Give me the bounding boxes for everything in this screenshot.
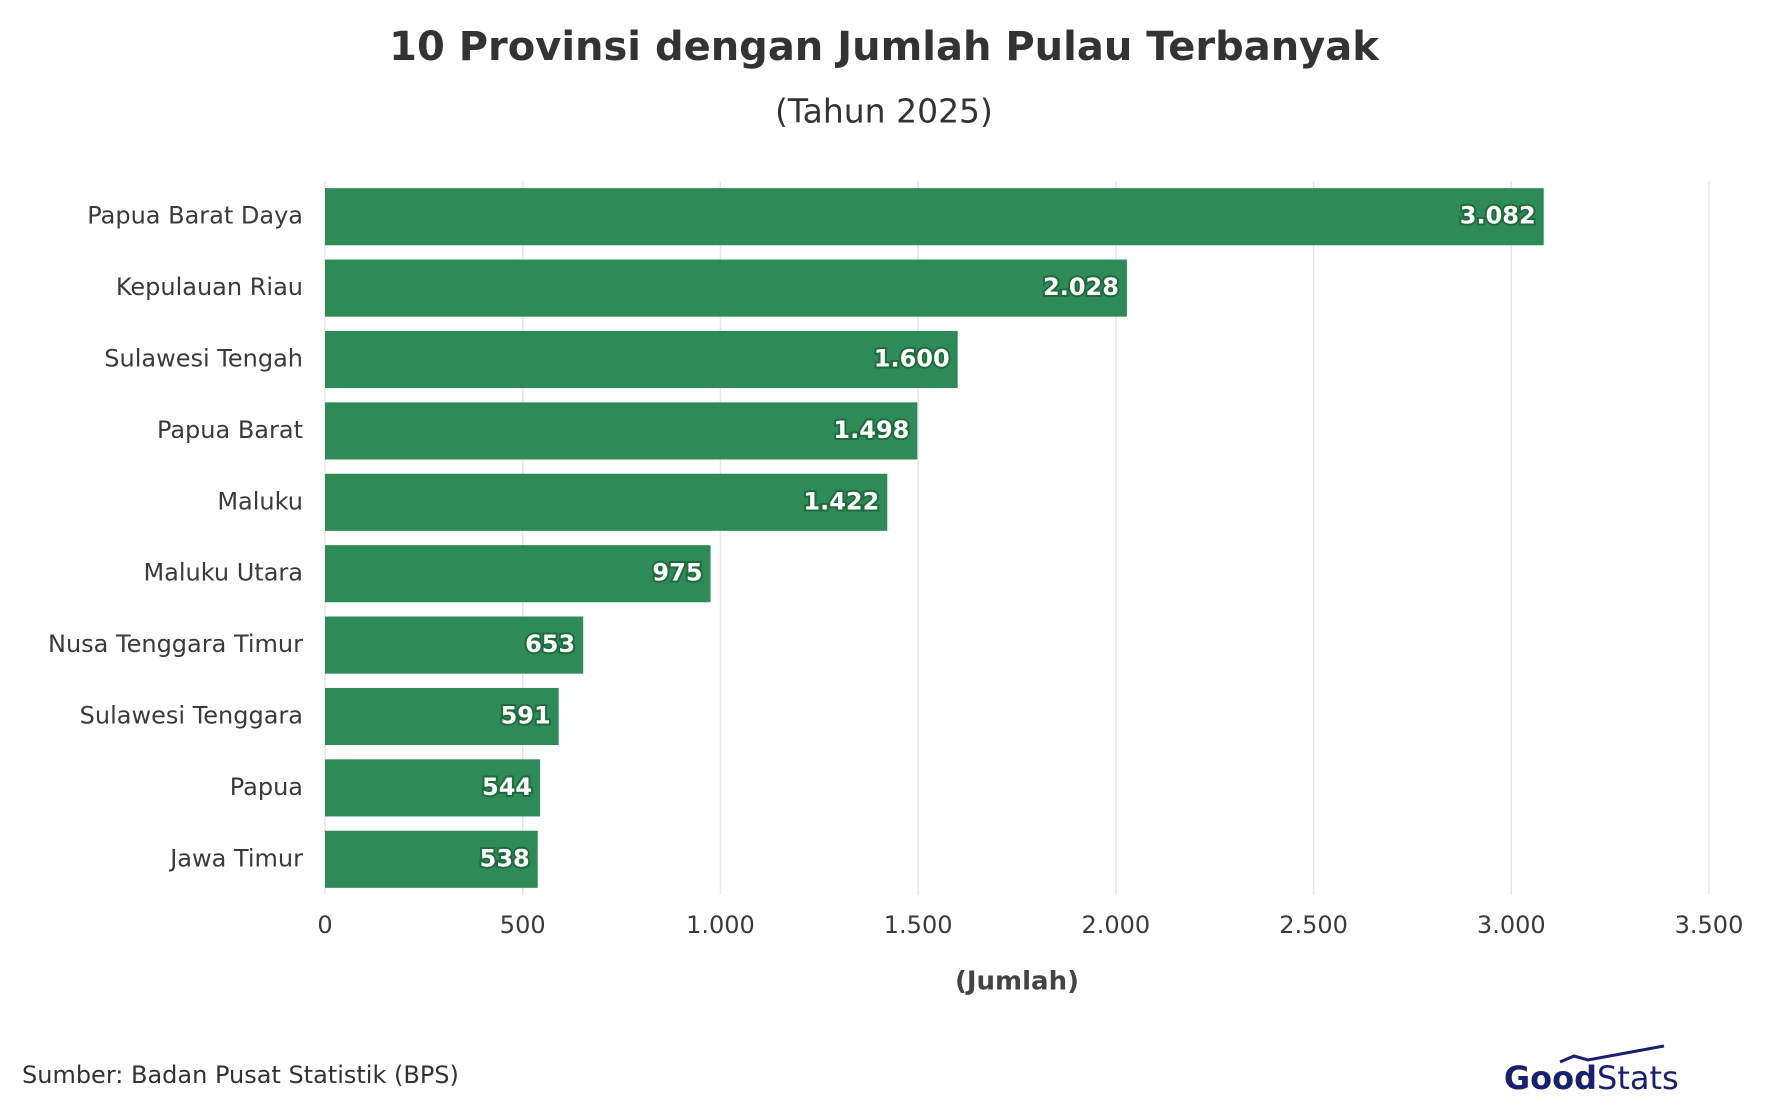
- data-label: 653: [525, 630, 575, 658]
- data-label: 544: [482, 773, 532, 801]
- y-tick-label: Maluku: [217, 487, 303, 515]
- data-label: 975: [652, 559, 702, 587]
- x-tick-label: 500: [500, 911, 546, 939]
- y-tick-label: Jawa Timur: [168, 844, 303, 872]
- x-tick-label: 3.500: [1675, 911, 1744, 939]
- bar: [325, 616, 584, 674]
- logo-stats: Stats: [1597, 1059, 1679, 1097]
- y-tick-label: Papua: [230, 773, 303, 801]
- bar: [325, 759, 541, 817]
- source: Sumber: Badan Pusat Statistik (BPS): [22, 1061, 459, 1089]
- chart-subtitle: (Tahun 2025): [775, 92, 993, 131]
- y-tick-label: Papua Barat: [157, 416, 303, 444]
- bar: [325, 687, 559, 746]
- bar: [325, 545, 711, 603]
- logo-good: Good: [1504, 1059, 1597, 1097]
- x-axis-label: (Jumlah): [955, 967, 1079, 997]
- data-label: 538: [480, 844, 530, 872]
- x-tick-label: 1.500: [884, 911, 953, 939]
- bar: [325, 259, 1127, 317]
- data-label: 591: [501, 702, 551, 730]
- chart-title: 10 Provinsi dengan Jumlah Pulau Terbanya…: [389, 24, 1380, 70]
- y-tick-label: Sulawesi Tengah: [104, 345, 303, 373]
- x-tick-label: 2.500: [1279, 911, 1348, 939]
- data-label: 1.600: [874, 345, 950, 373]
- y-tick-label: Kepulauan Riau: [116, 273, 303, 301]
- data-label: 3.082: [1460, 202, 1536, 230]
- y-tick-label: Nusa Tenggara Timur: [48, 630, 303, 658]
- x-tick-label: 2.000: [1081, 911, 1150, 939]
- bar: [325, 830, 538, 888]
- x-tick-label: 1.000: [686, 911, 755, 939]
- y-tick-label: Maluku Utara: [143, 559, 303, 587]
- logo-mark: [1559, 1044, 1665, 1064]
- x-tick-label: 3.000: [1477, 911, 1546, 939]
- bar: [325, 473, 888, 531]
- data-label: 2.028: [1043, 273, 1119, 301]
- y-tick-label: Sulawesi Tenggara: [80, 702, 303, 730]
- x-tick-label: 0: [317, 911, 332, 939]
- data-label: 1.422: [803, 487, 879, 515]
- y-tick-label: Papua Barat Daya: [87, 202, 303, 230]
- bar: [325, 330, 958, 389]
- bar: [325, 188, 1544, 246]
- bar: [325, 402, 918, 460]
- data-label: 1.498: [833, 416, 909, 444]
